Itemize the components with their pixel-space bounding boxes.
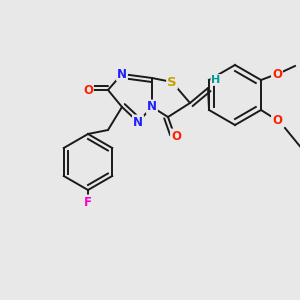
Text: F: F [84,196,92,208]
Text: O: O [171,130,181,142]
Text: S: S [167,76,177,88]
Text: O: O [272,113,282,127]
Text: O: O [83,83,93,97]
Text: N: N [117,68,127,80]
Text: N: N [133,116,143,128]
Text: H: H [212,75,220,85]
Text: O: O [272,68,282,80]
Text: N: N [147,100,157,113]
